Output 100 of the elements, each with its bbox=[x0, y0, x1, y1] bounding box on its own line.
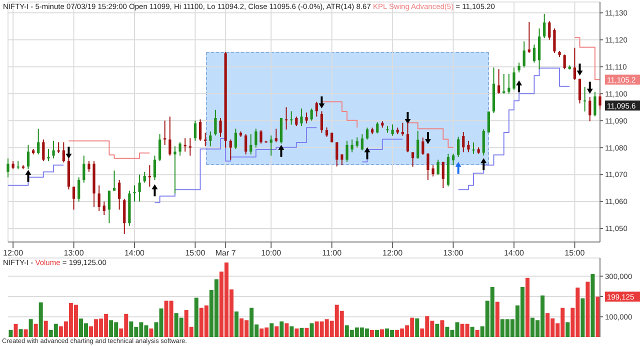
candlestick bbox=[310, 108, 313, 122]
candlestick bbox=[102, 201, 106, 216]
candlestick bbox=[462, 131, 465, 153]
bar bbox=[38, 302, 43, 337]
x-tick-label: 10:00 bbox=[261, 248, 282, 258]
candlestick bbox=[133, 184, 136, 202]
candlestick bbox=[366, 127, 369, 140]
bar bbox=[28, 319, 33, 337]
candlestick bbox=[123, 198, 126, 234]
candlestick bbox=[594, 91, 596, 117]
x-tick-label: 13:00 bbox=[64, 248, 84, 258]
bar bbox=[14, 324, 18, 337]
x-tick-label: Mar 7 bbox=[215, 248, 236, 258]
candlestick bbox=[543, 13, 546, 39]
candlestick bbox=[274, 128, 278, 143]
candlestick bbox=[52, 140, 55, 159]
candlestick bbox=[284, 106, 288, 130]
bar bbox=[280, 321, 284, 337]
candlestick bbox=[290, 110, 293, 126]
candlestick bbox=[426, 152, 430, 180]
candlestick bbox=[472, 142, 475, 154]
candlestick bbox=[6, 158, 10, 178]
candlestick bbox=[214, 109, 217, 136]
bar bbox=[310, 323, 314, 337]
candlestick bbox=[300, 108, 303, 127]
bar bbox=[234, 311, 239, 337]
bar bbox=[284, 323, 289, 337]
candlestick bbox=[356, 136, 358, 148]
x-tick-label: 12:00 bbox=[3, 248, 24, 258]
candlestick bbox=[538, 28, 541, 70]
bar bbox=[470, 326, 474, 337]
candlestick bbox=[376, 122, 379, 134]
candlestick bbox=[391, 124, 394, 136]
candlestick bbox=[452, 153, 455, 166]
bar bbox=[18, 329, 23, 337]
bar bbox=[8, 330, 13, 337]
candlestick bbox=[118, 179, 121, 210]
candlestick bbox=[522, 40, 526, 68]
candlestick bbox=[158, 134, 162, 162]
candlestick bbox=[360, 134, 364, 151]
candlestick bbox=[164, 120, 166, 146]
candlestick bbox=[512, 67, 516, 91]
candlestick bbox=[573, 47, 576, 80]
bar bbox=[24, 329, 28, 337]
candlestick bbox=[467, 140, 470, 153]
candlestick bbox=[548, 20, 551, 40]
bar bbox=[415, 318, 420, 337]
candlestick bbox=[346, 140, 348, 162]
x-tick-label: 11:00 bbox=[322, 248, 342, 258]
candlestick bbox=[270, 134, 272, 156]
candlestick bbox=[153, 155, 156, 180]
candlestick bbox=[148, 164, 151, 188]
candlestick bbox=[457, 136, 460, 158]
bar bbox=[34, 324, 38, 337]
candlestick bbox=[62, 142, 65, 163]
candlestick bbox=[138, 174, 141, 202]
bar bbox=[44, 320, 48, 337]
candlestick bbox=[42, 139, 45, 162]
x-tick-label: 14:00 bbox=[124, 248, 146, 258]
candlestick bbox=[98, 184, 100, 212]
candlestick bbox=[219, 117, 222, 138]
candlestick bbox=[184, 138, 186, 152]
candlestick bbox=[553, 28, 556, 54]
candlestick bbox=[47, 148, 50, 162]
candlestick bbox=[325, 126, 328, 138]
bar bbox=[380, 329, 384, 337]
candlestick bbox=[143, 171, 146, 184]
candlestick bbox=[532, 44, 536, 64]
candlestick bbox=[416, 130, 420, 160]
candlestick bbox=[482, 128, 485, 156]
candlestick bbox=[260, 130, 262, 144]
candlestick bbox=[254, 128, 258, 148]
candlestick bbox=[497, 68, 500, 94]
bar bbox=[590, 274, 595, 337]
bar bbox=[304, 328, 309, 337]
candlestick bbox=[563, 54, 566, 70]
x-tick-label: 14:00 bbox=[504, 248, 525, 258]
candlestick bbox=[350, 139, 354, 153]
candlestick bbox=[411, 152, 414, 168]
candlestick bbox=[204, 132, 207, 147]
candlestick bbox=[209, 130, 212, 147]
candlestick bbox=[442, 161, 444, 189]
bar bbox=[149, 328, 154, 337]
bar bbox=[526, 278, 530, 337]
candlestick bbox=[436, 159, 440, 176]
candlestick bbox=[250, 134, 252, 155]
x-tick-label: 13:00 bbox=[443, 248, 464, 258]
candlestick bbox=[108, 190, 110, 224]
candlestick bbox=[244, 134, 248, 155]
candlestick bbox=[315, 101, 318, 118]
bar bbox=[596, 296, 600, 337]
candlestick bbox=[198, 118, 202, 142]
candlestick bbox=[112, 170, 116, 192]
bar bbox=[435, 324, 440, 337]
candlestick bbox=[88, 160, 90, 172]
bar bbox=[294, 328, 299, 337]
candlestick bbox=[305, 112, 308, 124]
bar bbox=[374, 330, 379, 337]
bar bbox=[475, 330, 480, 337]
x-tick-label: 15:00 bbox=[185, 248, 206, 258]
